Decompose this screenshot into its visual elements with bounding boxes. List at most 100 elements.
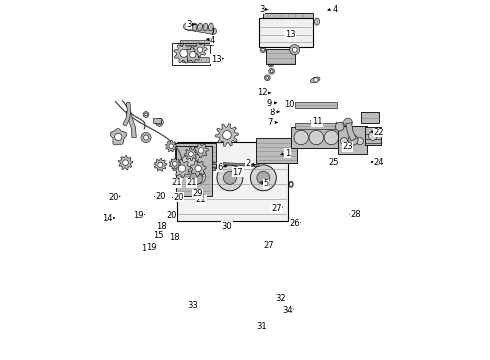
Bar (259, 18, 313, 47)
Circle shape (270, 70, 273, 73)
Text: 19: 19 (134, 211, 145, 220)
Text: 21: 21 (172, 179, 182, 188)
Circle shape (122, 160, 128, 166)
Circle shape (348, 138, 356, 145)
Text: 3: 3 (187, 20, 195, 29)
Text: 30: 30 (221, 222, 232, 231)
Circle shape (314, 78, 318, 82)
Circle shape (262, 48, 265, 51)
Circle shape (294, 130, 308, 145)
Text: 12: 12 (257, 89, 271, 98)
Polygon shape (174, 43, 194, 63)
Circle shape (356, 138, 364, 145)
Circle shape (190, 171, 203, 184)
Ellipse shape (187, 23, 192, 31)
Text: 5: 5 (260, 179, 269, 188)
Circle shape (223, 171, 236, 184)
Text: 27: 27 (263, 241, 274, 250)
Circle shape (272, 56, 275, 59)
Text: 28: 28 (350, 210, 361, 219)
Circle shape (169, 144, 173, 148)
Circle shape (343, 118, 352, 127)
Text: 22: 22 (371, 128, 384, 137)
Circle shape (368, 132, 377, 140)
Circle shape (189, 152, 194, 157)
Circle shape (266, 76, 269, 79)
Text: 13: 13 (285, 30, 295, 39)
Circle shape (178, 165, 186, 172)
Circle shape (158, 162, 163, 167)
Bar (256, 138, 297, 163)
Bar (295, 123, 337, 129)
Text: 33: 33 (188, 301, 198, 310)
Text: 10: 10 (284, 100, 294, 109)
Ellipse shape (289, 181, 293, 188)
Bar (180, 40, 213, 45)
Polygon shape (166, 140, 177, 152)
Text: 18: 18 (156, 222, 167, 231)
Bar (175, 143, 216, 168)
Ellipse shape (208, 23, 213, 31)
Text: 24: 24 (371, 158, 384, 166)
Circle shape (115, 133, 122, 140)
Text: 27: 27 (271, 204, 282, 212)
Ellipse shape (315, 18, 319, 25)
Bar (295, 102, 337, 108)
Circle shape (180, 156, 196, 171)
Circle shape (141, 132, 151, 143)
Circle shape (197, 47, 203, 53)
Text: 17: 17 (232, 168, 243, 177)
Polygon shape (216, 123, 239, 147)
Text: 8: 8 (270, 108, 279, 117)
Circle shape (195, 165, 201, 172)
Polygon shape (185, 148, 197, 161)
Text: 1: 1 (281, 149, 290, 158)
Circle shape (144, 135, 148, 140)
Text: 25: 25 (328, 158, 339, 167)
Circle shape (260, 47, 266, 53)
Polygon shape (194, 144, 208, 158)
Circle shape (198, 148, 204, 153)
Circle shape (190, 51, 196, 58)
Bar (263, 13, 314, 30)
Circle shape (145, 113, 147, 116)
Polygon shape (110, 129, 127, 145)
Bar (182, 57, 209, 62)
Text: 29: 29 (192, 189, 203, 198)
Bar (176, 146, 212, 196)
Polygon shape (346, 123, 356, 141)
Bar (153, 118, 161, 123)
Ellipse shape (203, 23, 208, 31)
Circle shape (271, 55, 277, 60)
Circle shape (348, 135, 358, 145)
Circle shape (309, 130, 323, 145)
Text: 6: 6 (217, 163, 227, 172)
Text: 20: 20 (172, 193, 184, 202)
Text: 18: 18 (170, 233, 180, 242)
Ellipse shape (192, 23, 197, 31)
Polygon shape (185, 47, 201, 63)
Text: 21: 21 (196, 195, 206, 204)
Text: 3: 3 (260, 5, 268, 14)
Circle shape (143, 112, 149, 117)
Circle shape (270, 63, 272, 66)
Text: 14: 14 (102, 215, 115, 223)
Circle shape (290, 45, 300, 55)
Circle shape (217, 165, 243, 191)
Text: 7: 7 (268, 118, 277, 127)
Text: 11: 11 (311, 117, 322, 126)
Polygon shape (193, 43, 207, 57)
Polygon shape (119, 156, 133, 170)
Bar (361, 112, 379, 123)
Text: 15: 15 (152, 231, 163, 240)
Bar (266, 49, 294, 64)
Circle shape (180, 49, 188, 57)
Text: 31: 31 (256, 323, 267, 332)
Bar (291, 127, 342, 148)
Circle shape (335, 122, 344, 131)
Bar (338, 126, 367, 154)
Ellipse shape (310, 77, 320, 83)
Text: 32: 32 (275, 294, 286, 302)
Polygon shape (154, 158, 167, 171)
Circle shape (222, 131, 231, 139)
